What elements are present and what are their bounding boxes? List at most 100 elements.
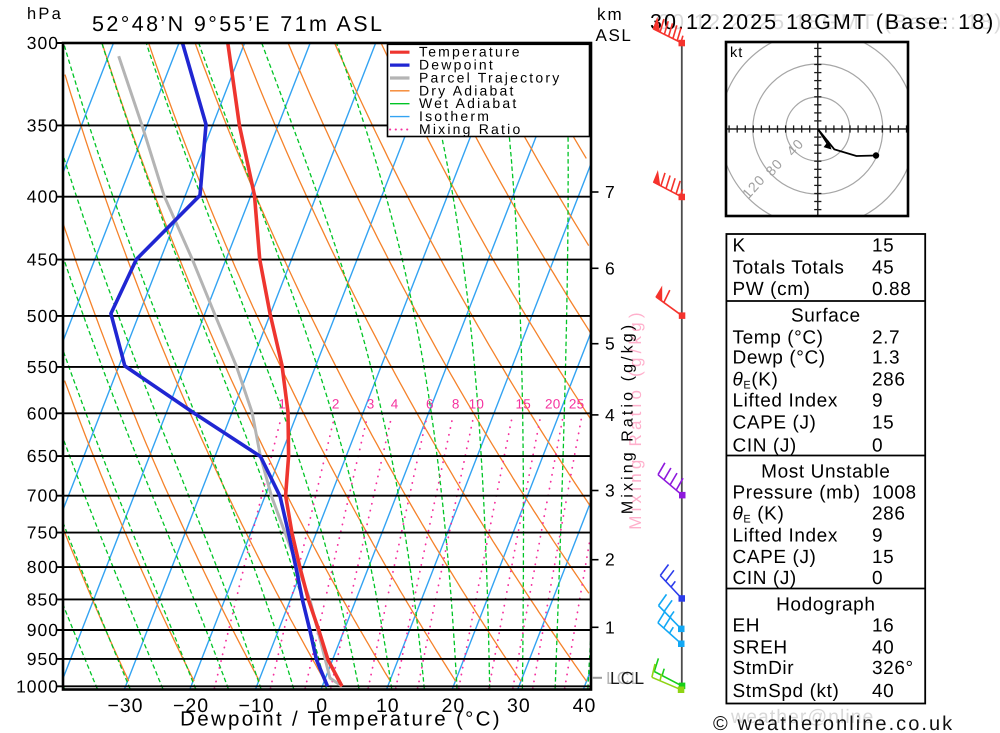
svg-text:650: 650 <box>27 446 59 466</box>
svg-text:15: 15 <box>872 236 894 257</box>
svg-text:LCL: LCL <box>610 668 645 688</box>
svg-text:Most Unstable: Most Unstable <box>761 462 890 483</box>
svg-text:1: 1 <box>605 617 616 637</box>
svg-text:2.7: 2.7 <box>872 327 900 348</box>
svg-text:550: 550 <box>27 357 59 377</box>
svg-text:−30: −30 <box>107 695 143 717</box>
svg-text:45: 45 <box>872 257 894 278</box>
svg-text:−10: −10 <box>239 695 275 717</box>
svg-text:20: 20 <box>442 695 466 717</box>
svg-text:450: 450 <box>27 250 59 270</box>
svg-text:7: 7 <box>605 182 616 202</box>
svg-text:6: 6 <box>426 397 434 412</box>
svg-text:20: 20 <box>545 397 561 412</box>
svg-text:52°48’N 9°55’E 71m ASL: 52°48’N 9°55’E 71m ASL <box>92 12 384 36</box>
svg-text:hPa: hPa <box>27 5 63 23</box>
svg-text:weather@nline: weather@nline <box>730 706 874 728</box>
svg-text:400: 400 <box>27 187 59 207</box>
svg-text:16: 16 <box>872 616 894 637</box>
svg-text:Temperature: Temperature <box>419 44 522 60</box>
svg-text:θE(K): θE(K) <box>733 370 779 392</box>
svg-text:0: 0 <box>872 435 883 456</box>
svg-text:500: 500 <box>27 306 59 326</box>
svg-text:PW (cm): PW (cm) <box>733 279 811 300</box>
svg-text:1.3: 1.3 <box>872 348 900 369</box>
svg-text:300: 300 <box>27 33 59 53</box>
svg-text:Lifted Index: Lifted Index <box>733 525 838 546</box>
svg-text:0: 0 <box>872 568 883 589</box>
svg-text:5: 5 <box>605 334 616 354</box>
svg-text:2: 2 <box>332 397 340 412</box>
svg-text:ASL: ASL <box>596 26 633 45</box>
svg-text:40: 40 <box>872 681 894 702</box>
svg-text:2: 2 <box>605 550 616 570</box>
svg-text:Wet Adiabat: Wet Adiabat <box>419 95 518 111</box>
svg-text:Pressure (mb): Pressure (mb) <box>733 483 861 504</box>
svg-text:Temp (°C): Temp (°C) <box>733 327 824 348</box>
svg-text:kt: kt <box>730 45 743 61</box>
svg-text:3: 3 <box>367 397 375 412</box>
svg-text:4: 4 <box>391 397 399 412</box>
svg-text:CAPE (J): CAPE (J) <box>733 547 817 568</box>
svg-text:30: 30 <box>507 695 531 717</box>
svg-text:K: K <box>733 236 746 257</box>
svg-text:286: 286 <box>872 370 906 391</box>
svg-text:CIN (J): CIN (J) <box>733 435 797 456</box>
svg-text:θE (K): θE (K) <box>733 503 785 525</box>
svg-text:Totals Totals: Totals Totals <box>733 257 845 278</box>
svg-text:Isotherm: Isotherm <box>419 108 491 124</box>
svg-text:LCL: LCL <box>606 668 641 688</box>
svg-text:Lifted Index: Lifted Index <box>733 391 838 412</box>
svg-text:Mixing Ratio (g/kg): Mixing Ratio (g/kg) <box>626 308 645 530</box>
svg-text:Dry Adiabat: Dry Adiabat <box>419 82 516 98</box>
svg-text:4: 4 <box>605 405 616 425</box>
svg-text:10: 10 <box>376 695 400 717</box>
svg-text:1008: 1008 <box>872 483 917 504</box>
svg-text:700: 700 <box>27 486 59 506</box>
svg-text:Mixing Ratio: Mixing Ratio <box>419 121 522 137</box>
svg-text:326°: 326° <box>872 658 914 679</box>
svg-text:km: km <box>597 5 624 24</box>
svg-text:StmDir: StmDir <box>733 658 795 679</box>
svg-text:15: 15 <box>872 547 894 568</box>
svg-text:900: 900 <box>27 620 59 640</box>
svg-text:StmSpd (kt): StmSpd (kt) <box>733 681 840 702</box>
svg-text:9: 9 <box>872 391 883 412</box>
svg-text:9: 9 <box>872 525 883 546</box>
svg-text:3: 3 <box>605 481 616 501</box>
svg-text:600: 600 <box>27 403 59 423</box>
svg-text:−20: −20 <box>173 695 209 717</box>
svg-text:30.12.2025 18GMT (Base: 18): 30.12.2025 18GMT (Base: 18) <box>650 10 995 34</box>
svg-text:EH: EH <box>733 616 761 637</box>
svg-text:6: 6 <box>605 258 616 278</box>
svg-text:750: 750 <box>27 523 59 543</box>
svg-text:1: 1 <box>278 397 286 412</box>
svg-text:30.12.2025 18GMT (Base: 18): 30.12.2025 18GMT (Base: 18) <box>658 10 1000 34</box>
svg-text:15: 15 <box>515 397 531 412</box>
svg-text:10: 10 <box>469 397 485 412</box>
svg-text:Dewpoint: Dewpoint <box>419 57 495 73</box>
svg-text:Dewp (°C): Dewp (°C) <box>733 348 826 369</box>
svg-text:950: 950 <box>27 649 59 669</box>
svg-text:40: 40 <box>872 637 894 658</box>
svg-text:CIN (J): CIN (J) <box>733 568 797 589</box>
svg-text:1000: 1000 <box>16 676 59 696</box>
svg-text:Surface: Surface <box>791 306 861 327</box>
svg-text:Hodograph: Hodograph <box>776 595 875 616</box>
svg-text:40: 40 <box>573 695 597 717</box>
svg-text:0: 0 <box>316 695 328 717</box>
svg-text:286: 286 <box>872 503 906 524</box>
svg-text:350: 350 <box>27 115 59 135</box>
svg-text:SREH: SREH <box>733 637 788 658</box>
svg-text:850: 850 <box>27 589 59 609</box>
svg-text:Dewpoint / Temperature (°C): Dewpoint / Temperature (°C) <box>180 708 502 731</box>
svg-text:15: 15 <box>872 413 894 434</box>
svg-text:Parcel Trajectory: Parcel Trajectory <box>419 70 561 86</box>
svg-text:Mixing Ratio (g/kg): Mixing Ratio (g/kg) <box>620 322 637 514</box>
svg-text:800: 800 <box>27 557 59 577</box>
svg-text:8: 8 <box>452 397 460 412</box>
svg-text:© weatheronline.co.uk: © weatheronline.co.uk <box>713 713 954 733</box>
svg-text:25: 25 <box>569 397 585 412</box>
svg-text:0.88: 0.88 <box>872 279 911 300</box>
svg-text:CAPE (J): CAPE (J) <box>733 413 817 434</box>
